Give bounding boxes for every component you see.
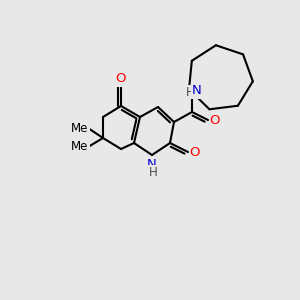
Text: O: O [190, 146, 200, 158]
Text: Me: Me [71, 122, 89, 134]
Text: H: H [148, 166, 158, 178]
Text: N: N [192, 85, 202, 98]
Text: H: H [186, 85, 194, 98]
Text: O: O [210, 113, 220, 127]
Text: Me: Me [71, 140, 89, 154]
Text: O: O [116, 73, 126, 85]
Text: N: N [147, 158, 157, 170]
